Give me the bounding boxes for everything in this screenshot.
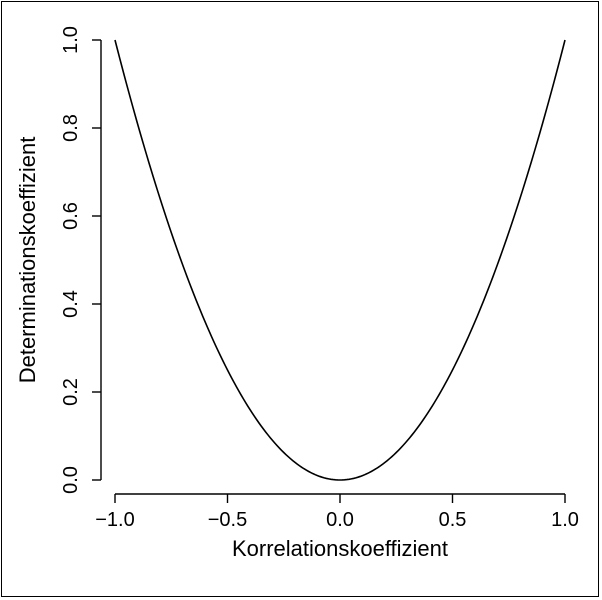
outer-frame — [1, 1, 599, 597]
